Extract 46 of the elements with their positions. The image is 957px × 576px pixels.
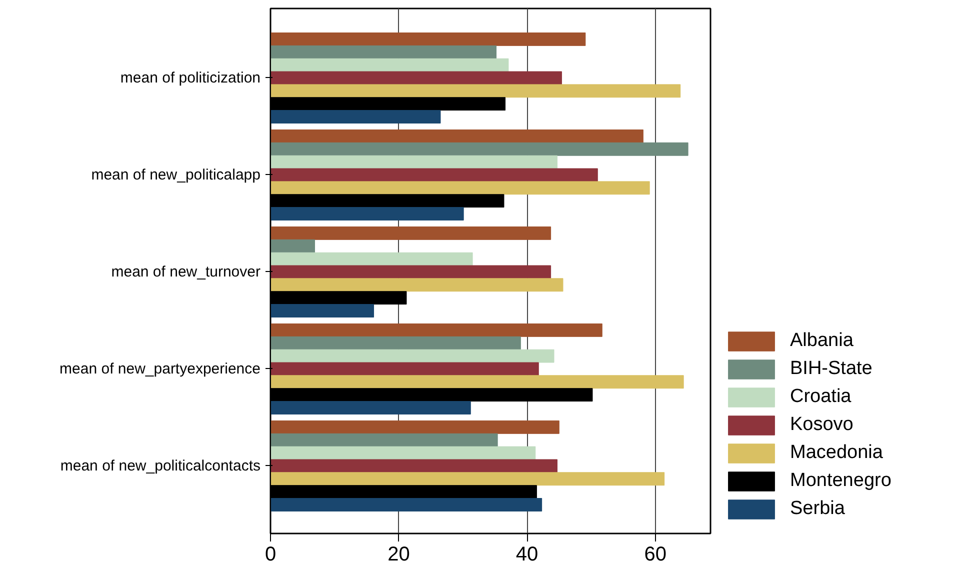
- bar: [270, 84, 681, 98]
- y-tick-label: mean of new_turnover: [111, 263, 261, 280]
- bar: [270, 420, 560, 434]
- legend-label: Macedonia: [790, 442, 883, 464]
- bar: [270, 278, 564, 292]
- bar: [270, 265, 552, 279]
- bar: [270, 375, 684, 389]
- y-tick-label: mean of new_partyexperience: [60, 360, 261, 378]
- bar: [270, 58, 509, 72]
- legend-label: Serbia: [790, 498, 845, 520]
- bar: [270, 362, 539, 376]
- bar: [270, 401, 471, 414]
- bar: [270, 181, 650, 195]
- bar: [270, 349, 554, 363]
- bar: [270, 459, 558, 473]
- bar: [270, 129, 644, 143]
- bar: [270, 168, 598, 182]
- bar: [270, 32, 586, 46]
- legend-label: Kosovo: [790, 414, 854, 436]
- bar: [270, 71, 562, 85]
- bar: [270, 110, 441, 124]
- y-tick-label: mean of new_politicalcontacts: [60, 457, 261, 474]
- x-tick-label: 60: [644, 544, 666, 566]
- y-tick-label: mean of new_politicalapp: [91, 166, 261, 184]
- bar: [270, 336, 521, 350]
- bar: [270, 304, 374, 318]
- bar: [270, 142, 688, 156]
- bar: [270, 252, 473, 266]
- bar: [270, 155, 558, 169]
- x-tick-label: 20: [388, 544, 410, 566]
- bar: [270, 323, 602, 337]
- bar: [270, 45, 497, 59]
- x-tick-label: 0: [264, 544, 276, 566]
- bar: [270, 226, 552, 240]
- bar: [270, 498, 542, 512]
- legend-label: Montenegro: [790, 470, 892, 492]
- legend-label: BIH-State: [790, 358, 872, 380]
- x-tick-label: 40: [516, 544, 538, 566]
- bar: [270, 446, 536, 460]
- y-tick-label: mean of politicization: [120, 69, 260, 86]
- bar: [270, 472, 665, 486]
- legend-label: Albania: [790, 330, 854, 352]
- bar: [270, 207, 464, 220]
- bar: [270, 239, 316, 253]
- bar: [270, 433, 498, 447]
- legend-label: Croatia: [790, 386, 852, 408]
